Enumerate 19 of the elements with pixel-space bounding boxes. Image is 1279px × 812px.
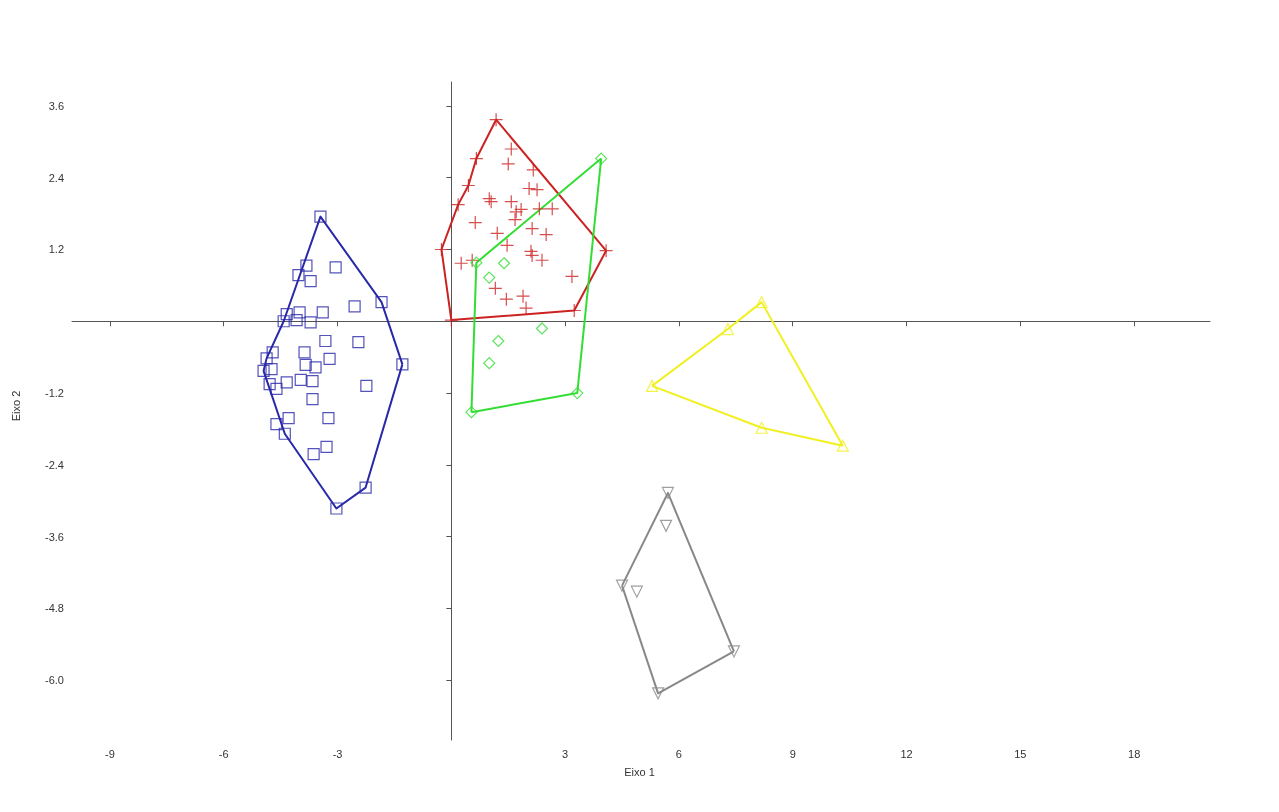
x-tick-label: -3 bbox=[332, 747, 343, 760]
y-tick-label: -2.4 bbox=[45, 458, 64, 471]
y-tick-label: 3.6 bbox=[48, 99, 64, 112]
y-tick-label: -1.2 bbox=[45, 387, 64, 400]
x-tick-label: 15 bbox=[1014, 747, 1027, 760]
y-tick-label: -6.0 bbox=[45, 674, 64, 687]
x-tick-label: 6 bbox=[675, 747, 682, 760]
x-tick-label: 12 bbox=[900, 747, 913, 760]
x-tick-label: 3 bbox=[562, 747, 569, 760]
y-tick-label: -4.8 bbox=[45, 602, 64, 615]
x-axis-title: Eixo 1 bbox=[624, 765, 655, 778]
y-axis-title: Eixo 2 bbox=[9, 390, 22, 422]
y-tick-label: 2.4 bbox=[48, 171, 64, 184]
x-tick-label: -9 bbox=[105, 747, 115, 760]
x-tick-label: 9 bbox=[789, 747, 796, 760]
x-tick-label: -6 bbox=[218, 747, 229, 760]
y-tick-label: 1.2 bbox=[48, 243, 64, 256]
x-tick-label: 18 bbox=[1128, 747, 1141, 760]
y-tick-label: -3.6 bbox=[45, 530, 64, 543]
